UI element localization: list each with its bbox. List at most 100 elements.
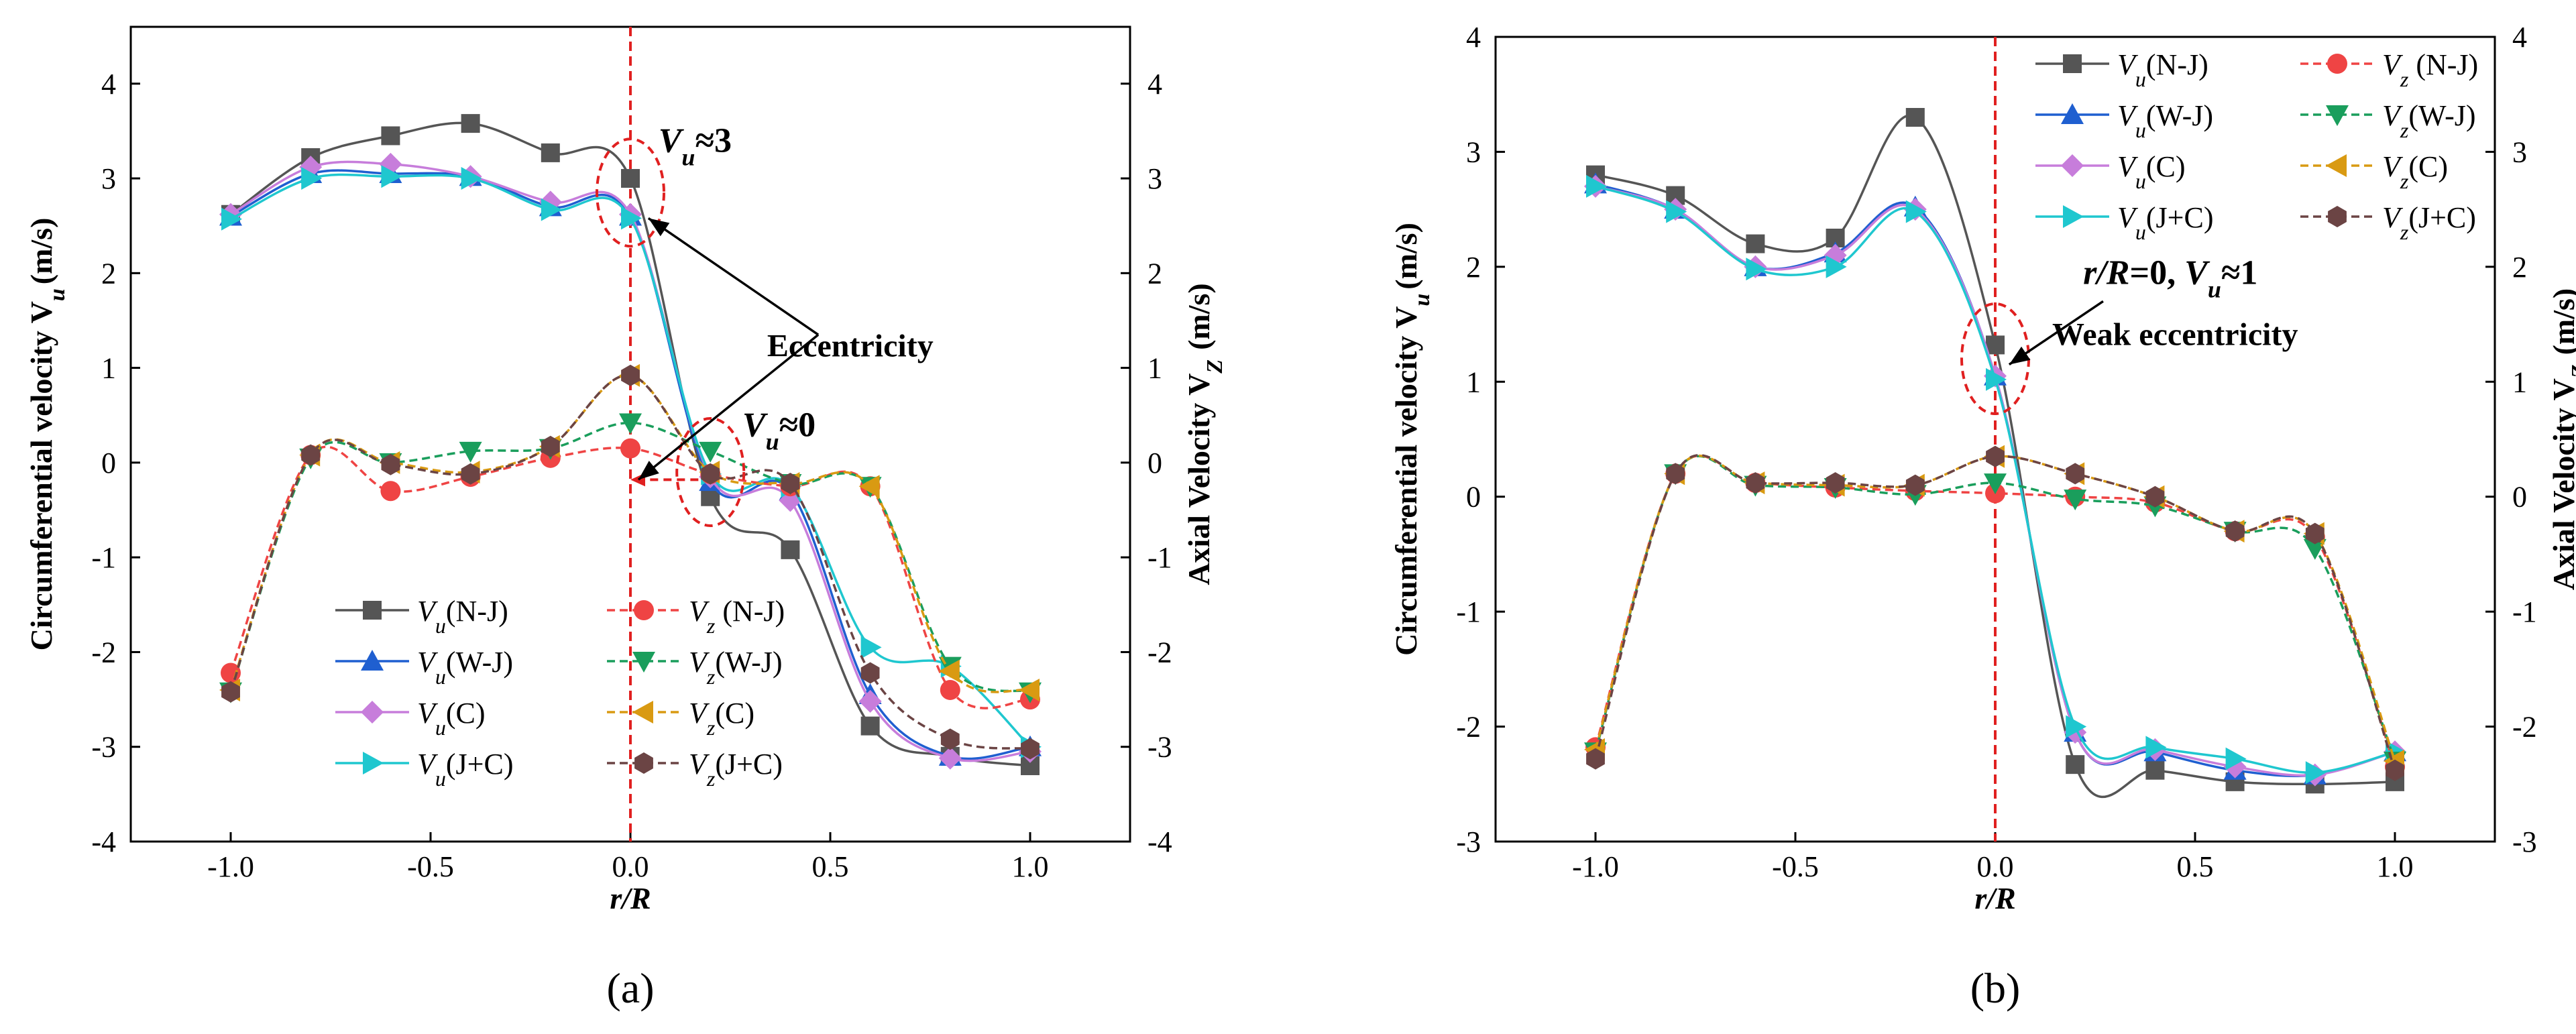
y-tick-label-right: 4	[2512, 21, 2527, 54]
y-tick-label-right: 1	[1147, 352, 1162, 385]
y-tick-label-right: 0	[1147, 447, 1162, 479]
legend-item: Vu(J+C)	[2035, 201, 2213, 244]
legend-item: Vu(W-J)	[2035, 99, 2213, 142]
data-point	[2145, 736, 2167, 759]
legend-label: Vz (N-J)	[689, 595, 785, 638]
series-vu-n-j-	[1586, 108, 2404, 799]
data-point	[858, 475, 880, 498]
legend-label: Vu(N-J)	[417, 595, 508, 638]
y-tick-label-left: -1	[1456, 595, 1481, 628]
y-tick-label-left: -2	[91, 636, 116, 669]
data-point	[221, 207, 242, 231]
legend-label: Vz (N-J)	[2382, 48, 2478, 91]
data-point	[461, 167, 482, 190]
data-point	[940, 728, 960, 750]
annotation-ecc: Eccentricity	[767, 329, 934, 364]
y-tick-label-left: -1	[91, 541, 116, 574]
highlight-ellipse-vu0	[675, 417, 746, 528]
legend-label: Vu(J+C)	[417, 748, 513, 791]
y-tick-label-left: 4	[101, 68, 116, 101]
data-point	[1666, 200, 1687, 223]
y-tick-label-left: 0	[1466, 481, 1481, 514]
data-point	[860, 662, 880, 684]
y-tick-label-right: -2	[1147, 636, 1172, 669]
data-point	[2066, 463, 2085, 485]
data-point	[1826, 472, 1845, 494]
y-tick-label-left: -3	[1456, 825, 1481, 858]
data-point	[1826, 255, 1847, 278]
data-point	[461, 114, 480, 133]
data-point	[938, 659, 960, 683]
y-axis-label-left: Circumferential velocity Vu(m/s)	[24, 218, 70, 651]
data-point	[381, 165, 402, 188]
y-tick-label-left: -2	[1456, 711, 1481, 744]
y-tick-label-right: 2	[2512, 251, 2527, 284]
legend-label: Vz(J+C)	[689, 748, 783, 791]
pointer-arrow-head	[638, 461, 659, 480]
data-point	[1746, 234, 1765, 253]
legend-item: Vz (N-J)	[607, 595, 785, 638]
data-point	[2064, 490, 2087, 511]
legend-label: Vz(C)	[2382, 150, 2448, 193]
legend-label: Vu(N-J)	[2117, 48, 2208, 91]
panel-b: -1.0 -0.5 0.0 0.5 1.0 -3 -3 -2 -2 -1 -1 0 0 1 1 2 2 3 3 4 4 r…	[1389, 21, 2576, 1012]
data-point	[1021, 738, 1040, 760]
legend-item: Vu(J+C)	[335, 748, 513, 791]
legend: Vu(N-J) Vz (N-J) Vu(W-J) Vz(W-J) Vu(C) Vz(C) V…	[335, 595, 785, 791]
y-axis-label-right: Axial Velocity VZ(m/s)	[2546, 288, 2576, 590]
data-point	[2066, 755, 2085, 774]
legend-item: Vz (N-J)	[2300, 48, 2478, 91]
annotation-rr0: r/R=0, Vu≈1	[2083, 254, 2257, 303]
data-point	[1986, 367, 2007, 391]
y-tick-label-left: 4	[1466, 21, 1481, 54]
pointer-arrow-line	[647, 217, 820, 336]
data-point	[1984, 473, 2007, 495]
x-tick-label: 0.0	[1977, 850, 2014, 883]
y-tick-label-right: 3	[2512, 135, 2527, 168]
legend-swatch-marker	[2063, 54, 2082, 73]
data-point	[1986, 335, 2005, 355]
legend-swatch-marker	[632, 701, 653, 724]
data-point	[699, 441, 722, 463]
legend-label: Vz(J+C)	[2382, 201, 2476, 244]
y-tick-label-left: 0	[101, 447, 116, 479]
data-point	[221, 681, 240, 703]
data-point	[619, 413, 642, 435]
y-tick-label-right: -1	[2512, 595, 2537, 628]
x-tick-label: -1.0	[207, 850, 254, 883]
data-point	[2303, 538, 2327, 560]
legend-swatch-marker	[634, 600, 654, 620]
legend-swatch-marker	[2326, 154, 2347, 177]
y-tick-label-left: 1	[101, 352, 116, 385]
y-tick-label-right: 2	[1147, 257, 1162, 290]
highlight-ellipse-vu3	[596, 137, 665, 248]
data-point	[2145, 760, 2165, 780]
y-tick-label-left: 2	[101, 257, 116, 290]
legend-swatch-marker	[363, 752, 384, 774]
y-tick-label-right: 4	[1147, 68, 1162, 101]
data-point	[2145, 485, 2165, 508]
y-tick-label-right: 3	[1147, 162, 1162, 195]
x-tick-label: 1.0	[2377, 850, 2414, 883]
data-point	[621, 207, 642, 230]
series-line	[1594, 454, 2396, 771]
data-point	[620, 438, 640, 459]
panel-label: (b)	[1970, 964, 2021, 1012]
series-vz-j-c-	[1586, 445, 2404, 781]
data-point	[781, 473, 800, 494]
data-point	[461, 463, 480, 485]
legend-item: Vu(N-J)	[2035, 48, 2208, 91]
data-point	[938, 746, 962, 770]
annotation-vu3: Vu≈3	[659, 121, 732, 170]
data-point	[1586, 174, 1607, 198]
panel-a: -1.0 -0.5 0.0 0.5 1.0 -4 -4 -3 -3 -2 -2 -1 -1 0 0 1 1 2 2 3…	[24, 25, 1227, 1012]
x-tick-label: -0.5	[407, 850, 454, 883]
legend-item: Vu(W-J)	[335, 646, 513, 689]
legend-swatch-marker	[2328, 206, 2347, 227]
data-point	[2225, 520, 2245, 542]
data-point	[1746, 257, 1767, 281]
data-point	[1746, 472, 1765, 494]
data-point	[541, 435, 560, 457]
data-point	[1905, 200, 1927, 223]
data-point	[459, 441, 482, 463]
